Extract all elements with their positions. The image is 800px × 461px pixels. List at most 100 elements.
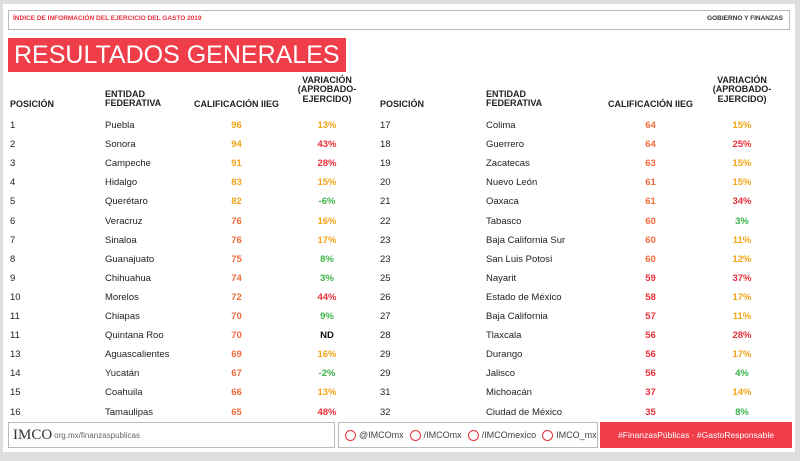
variation: -2% <box>318 368 336 380</box>
state: Guerrero <box>486 139 525 151</box>
state: Chihuahua <box>105 272 151 284</box>
position: 29 <box>380 368 391 380</box>
position: 7 <box>10 234 16 246</box>
state: Ciudad de México <box>486 406 563 418</box>
state: Campeche <box>105 158 151 170</box>
variation: 8% <box>735 406 749 418</box>
variation: 14% <box>732 387 752 399</box>
score: 94 <box>231 139 242 151</box>
variation: 15% <box>732 158 752 170</box>
hashtags: #FinanzasPúblicas · #GastoResponsable <box>600 422 792 448</box>
variation: 3% <box>735 215 749 227</box>
score: 91 <box>231 158 242 170</box>
state: Sonora <box>105 139 136 151</box>
score: 82 <box>231 196 242 208</box>
card: ÍNDICE DE INFORMACIÓN DEL EJERCICIO DEL … <box>3 4 795 452</box>
score: 75 <box>231 253 242 265</box>
column-header: POSICIÓN <box>380 99 425 109</box>
variation: 12% <box>732 253 752 265</box>
state: Tabasco <box>486 215 522 227</box>
variation: 17% <box>732 291 752 303</box>
section-name: GOBIERNO Y FINANZAS <box>707 15 783 22</box>
score: 65 <box>231 406 242 418</box>
position: 28 <box>380 330 391 342</box>
state: Oaxaca <box>486 196 519 208</box>
state: Baja California <box>486 311 548 322</box>
variation: 25% <box>732 139 752 151</box>
icon <box>467 429 479 441</box>
icon <box>542 429 554 441</box>
variation: 13% <box>317 120 337 131</box>
state: Sinaloa <box>105 234 137 246</box>
score: 56 <box>645 330 656 342</box>
position: 23 <box>380 253 391 265</box>
variation: 16% <box>317 349 337 361</box>
score: 66 <box>231 387 242 399</box>
twitter[interactable]: @IMCOmx <box>359 430 404 440</box>
variation: ND <box>320 330 334 342</box>
state: Yucatán <box>105 368 140 380</box>
column-header: ENTIDAD FEDERATIVA <box>486 89 543 109</box>
state: Michoacán <box>486 387 532 399</box>
variation: 37% <box>732 272 752 284</box>
state: Chiapas <box>105 311 140 322</box>
youtube[interactable]: /IMCOmexico <box>481 430 537 440</box>
variation: 17% <box>317 234 337 246</box>
column-header: VARIACIÓN (APROBADO-EJERCIDO) <box>297 75 357 104</box>
state: Guanajuato <box>105 253 155 265</box>
column-header: POSICIÓN <box>10 99 55 109</box>
state: Nuevo León <box>486 177 538 189</box>
position: 25 <box>380 272 391 284</box>
variation: 11% <box>732 234 752 246</box>
state: Quintana Roo <box>105 330 164 342</box>
position: 22 <box>380 215 391 227</box>
position: 11 <box>10 330 20 342</box>
score: 58 <box>645 291 656 303</box>
position: 17 <box>380 120 391 131</box>
score: 96 <box>231 120 242 131</box>
score: 56 <box>645 368 656 380</box>
position: 6 <box>10 215 16 227</box>
position: 4 <box>10 177 16 189</box>
state: San Luis Potosí <box>486 253 553 265</box>
variation: 15% <box>732 177 752 189</box>
variation: 15% <box>317 177 337 189</box>
variation: 8% <box>320 253 334 265</box>
position: 13 <box>10 349 21 361</box>
variation: 43% <box>317 139 337 151</box>
url: org.mx/finanzaspublicas <box>54 430 140 440</box>
column-header: VARIACIÓN (APROBADO-EJERCIDO) <box>712 75 772 104</box>
position: 19 <box>380 158 391 170</box>
score: 56 <box>645 349 656 361</box>
state: Zacatecas <box>486 158 530 170</box>
instagram[interactable]: IMCO_mx <box>556 430 597 440</box>
state: Jalisco <box>486 368 516 380</box>
column-header: CALIFICACIÓN IIEG <box>194 99 279 109</box>
position: 31 <box>380 387 391 399</box>
score: 76 <box>231 234 242 246</box>
position: 23 <box>380 234 391 246</box>
position: 26 <box>380 291 391 303</box>
score: 61 <box>645 177 656 189</box>
state: Durango <box>486 349 523 361</box>
position: 1 <box>10 120 16 131</box>
state: Estado de México <box>486 291 562 303</box>
column-header: ENTIDAD FEDERATIVA <box>105 89 162 109</box>
score: 83 <box>231 177 242 189</box>
score: 69 <box>231 349 242 361</box>
state: Hidalgo <box>105 177 138 189</box>
social-box: @IMCOmx /IMCOmx /IMCOmexico IMCO_mx <box>338 422 598 448</box>
variation: 9% <box>320 311 334 322</box>
position: 21 <box>380 196 391 208</box>
score: 60 <box>645 253 656 265</box>
variation: 48% <box>317 406 337 418</box>
score: 37 <box>645 387 656 399</box>
state: Veracruz <box>105 215 143 227</box>
facebook[interactable]: /IMCOmx <box>423 430 462 440</box>
variation: 16% <box>317 215 337 227</box>
position: 32 <box>380 406 391 418</box>
variation: 3% <box>320 272 334 284</box>
header-bar: ÍNDICE DE INFORMACIÓN DEL EJERCICIO DEL … <box>8 10 790 30</box>
variation: 15% <box>732 120 752 131</box>
variation: 34% <box>732 196 752 208</box>
